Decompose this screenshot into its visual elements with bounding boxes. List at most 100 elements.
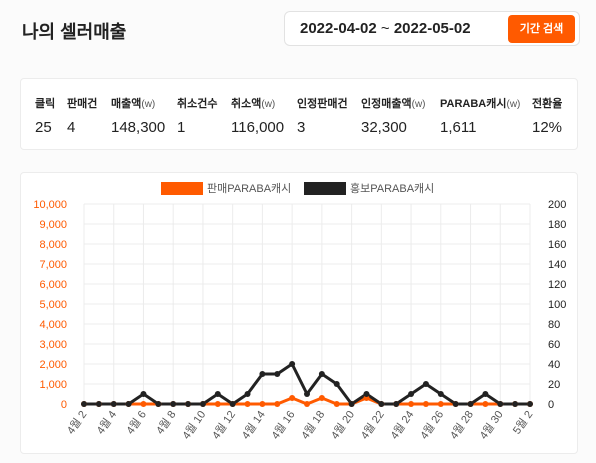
series-0-point <box>408 401 415 407</box>
stat-label: 인정판매건 <box>297 98 348 110</box>
series-0-point <box>318 395 325 401</box>
stat-label: 매출액(w) <box>111 98 156 110</box>
chart-card: 판매PARABA캐시 홍보PARABA캐시 0 1,000 2,000 3,000 4,… <box>20 172 578 454</box>
series-1-point <box>95 401 102 407</box>
legend-swatch-promo[interactable] <box>304 182 346 195</box>
stat-value: 1,611 <box>440 119 477 136</box>
stat-value: 25 <box>35 119 52 136</box>
stats-summary-card: 클릭 25 판매건 4 매출액(w) 148,300 취소건수 1 취소액(w)… <box>20 78 578 150</box>
y-right-tick-label: 120 <box>548 279 566 291</box>
stat-label: 전환율 <box>532 98 563 110</box>
y-left-tick-label: 6,000 <box>39 279 67 291</box>
y-left-tick-label: 8,000 <box>39 239 67 251</box>
series-1-point <box>482 391 489 397</box>
page-title: 나의 셀러매출 <box>22 22 127 42</box>
x-axis: 4월 2 4월 4 4월 6 4월 8 4월 10 4월 12 4월 14 4월 16 4월 1… <box>64 408 535 441</box>
end-date: 2022-05-02 <box>393 20 471 37</box>
x-tick-label: 4월 30 <box>477 408 506 441</box>
stat-value: 4 <box>67 119 76 136</box>
x-tick-label: 4월 6 <box>124 408 149 436</box>
chart-legend: 판매PARABA캐시 홍보PARABA캐시 <box>161 181 434 195</box>
series-1-point <box>110 401 117 407</box>
x-tick-label: 4월 8 <box>153 408 178 436</box>
start-date: 2022-04-02 <box>300 20 377 37</box>
stat-label: PARABA캐시(w) <box>440 98 521 110</box>
series-1-point <box>229 401 236 407</box>
x-tick-label: 5월 2 <box>510 408 535 436</box>
series-1-point <box>333 381 340 387</box>
y-right-tick-label: 100 <box>548 299 566 311</box>
y-right-tick-label: 200 <box>548 199 566 211</box>
y-left-tick-label: 3,000 <box>39 339 67 351</box>
y-right-tick-label: 140 <box>548 259 566 271</box>
y-right-tick-label: 20 <box>548 379 560 391</box>
series-0-point <box>437 401 444 407</box>
x-tick-label: 4월 12 <box>209 408 238 441</box>
x-tick-label: 4월 24 <box>388 408 417 441</box>
x-tick-label: 4월 26 <box>418 408 447 441</box>
series-0-point <box>274 401 281 407</box>
stat-label: 취소건수 <box>177 98 218 110</box>
series-0-point <box>140 401 147 407</box>
series-1-point <box>170 401 177 407</box>
series-1-point <box>437 391 444 397</box>
y-left-tick-label: 10,000 <box>33 199 67 211</box>
stat-label: 인정매출액(w) <box>361 98 426 110</box>
series-0-point <box>244 401 251 407</box>
stat-label: 취소액(w) <box>231 98 276 110</box>
date-range-picker[interactable]: 2022-04-02 ~ 2022-05-02 기간 검색 <box>284 11 580 46</box>
series-1-point <box>363 391 370 397</box>
x-tick-label: 4월 20 <box>328 408 357 441</box>
series-0-point <box>482 401 489 407</box>
stat-value: 12% <box>532 119 563 136</box>
y-right-tick-label: 40 <box>548 359 560 371</box>
x-tick-label: 4월 28 <box>447 408 476 441</box>
date-range-text[interactable]: 2022-04-02 ~ 2022-05-02 <box>300 20 471 37</box>
series-1-point <box>155 401 162 407</box>
stat-label: 클릭 <box>35 98 56 110</box>
series-1-point <box>244 391 251 397</box>
y-left-tick-label: 0 <box>61 399 67 411</box>
series-1-point <box>289 361 296 367</box>
x-tick-label: 4월 22 <box>358 408 387 441</box>
y-axis-right: 0 20 40 60 80 100 120 140 160 180 200 <box>548 199 566 411</box>
series-1-point <box>467 401 474 407</box>
series-1-point <box>497 401 504 407</box>
series-1-point <box>199 401 206 407</box>
y-right-tick-label: 180 <box>548 219 566 231</box>
series-0-point <box>214 401 221 407</box>
y-right-tick-label: 160 <box>548 239 566 251</box>
x-tick-label: 4월 2 <box>64 408 89 436</box>
legend-swatch-sales[interactable] <box>161 182 203 195</box>
x-tick-label: 4월 18 <box>299 408 328 441</box>
series-1-point <box>125 401 132 407</box>
series-0-point <box>289 395 296 401</box>
legend-label-promo: 홍보PARABA캐시 <box>350 181 434 195</box>
period-search-button[interactable]: 기간 검색 <box>508 15 575 43</box>
series-1-point <box>393 401 400 407</box>
y-right-tick-label: 0 <box>548 399 554 411</box>
series-0-point <box>259 401 266 407</box>
series-points <box>81 361 533 407</box>
y-left-tick-label: 5,000 <box>39 299 67 311</box>
stat-label: 판매건 <box>67 98 98 110</box>
stat-value: 32,300 <box>361 119 407 136</box>
chart-grid <box>83 203 531 405</box>
y-left-tick-label: 4,000 <box>39 319 67 331</box>
stat-value: 116,000 <box>231 119 285 136</box>
series-1-point <box>214 391 221 397</box>
series-1-point <box>140 391 147 397</box>
paraba-cash-chart: 판매PARABA캐시 홍보PARABA캐시 0 1,000 2,000 3,000 4,… <box>33 181 566 442</box>
series-1-point <box>348 401 355 407</box>
x-tick-label: 4월 16 <box>269 408 298 441</box>
series-1-point <box>378 401 385 407</box>
series-1-point <box>81 401 87 407</box>
x-tick-label: 4월 4 <box>94 408 119 436</box>
series-1-point <box>318 371 325 377</box>
legend-label-sales: 판매PARABA캐시 <box>207 182 291 195</box>
series-0-point <box>304 401 310 407</box>
series-1-point <box>259 371 266 377</box>
stat-value: 1 <box>177 119 186 136</box>
y-right-tick-label: 80 <box>548 319 560 331</box>
series-0-point <box>333 401 340 407</box>
